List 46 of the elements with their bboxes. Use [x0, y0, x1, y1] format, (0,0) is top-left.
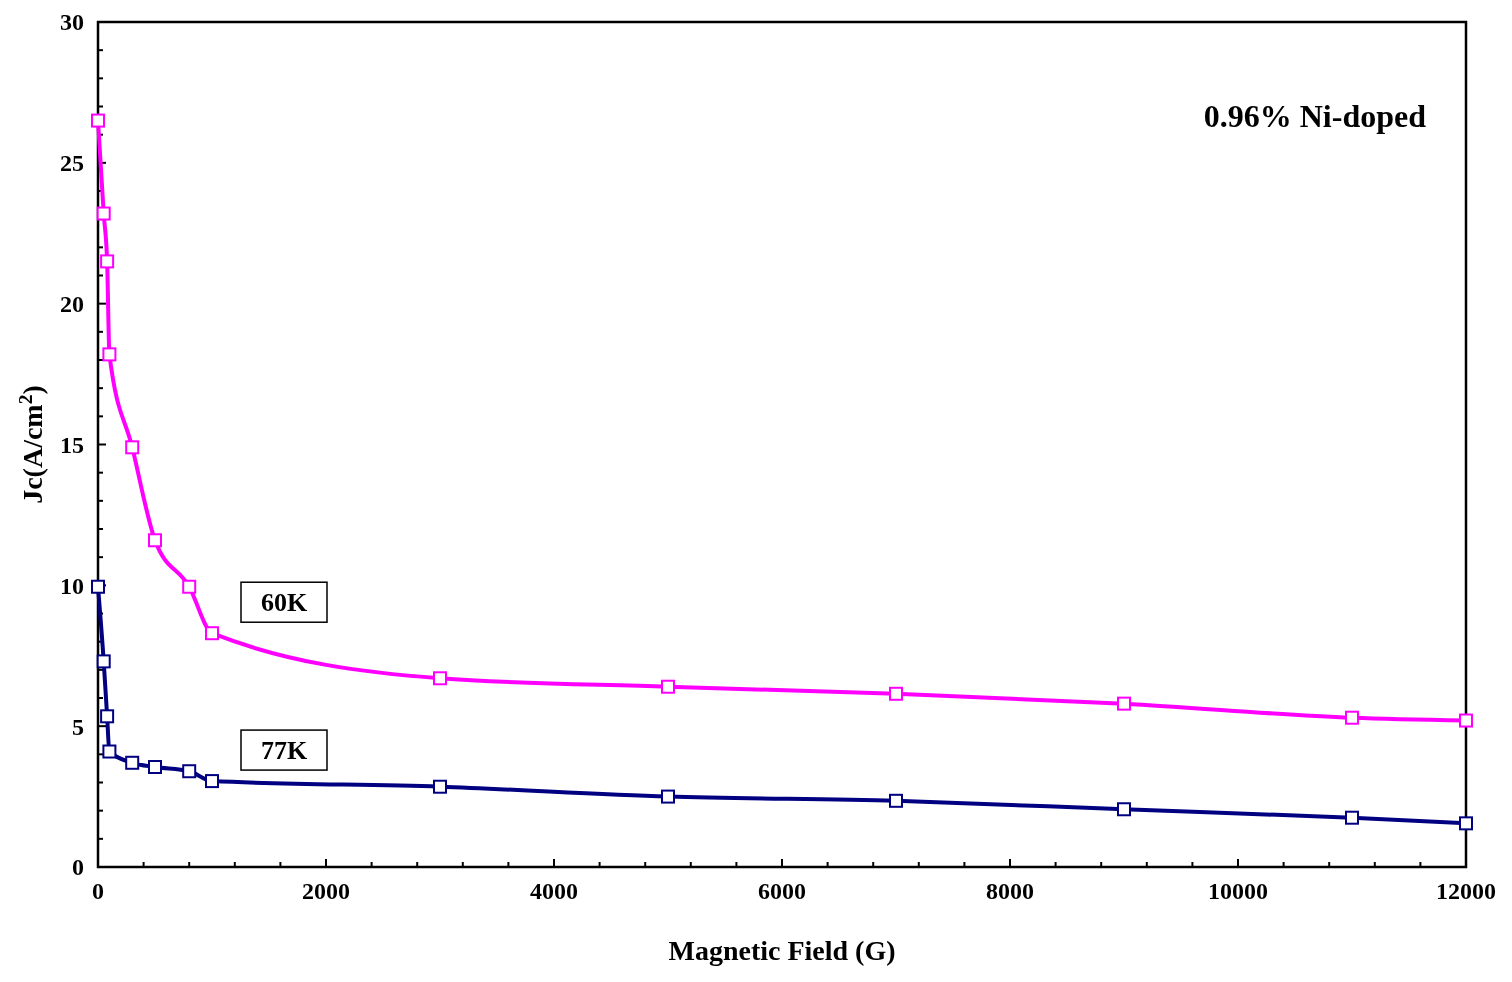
point: [1345, 710, 1359, 725]
point: [182, 764, 197, 779]
point: [1459, 816, 1473, 831]
point: [125, 755, 140, 770]
point: [661, 789, 675, 804]
point: [889, 686, 903, 701]
point: [205, 774, 219, 789]
x-tick-label: 6000: [758, 878, 806, 904]
point: [148, 760, 162, 775]
x-axis-title: Magnetic Field (G): [668, 935, 896, 966]
point: [661, 679, 675, 694]
x-tick-label: 10000: [1208, 878, 1268, 904]
y-tick-label: 20: [60, 291, 84, 318]
y-tick-label: 30: [60, 9, 84, 36]
y-tick-label: 10: [60, 572, 84, 599]
point: [125, 440, 140, 455]
x-tick-label: 0: [92, 878, 104, 904]
point: [100, 709, 115, 724]
point: [1345, 810, 1359, 825]
point: [96, 206, 111, 221]
point: [100, 254, 115, 269]
point: [102, 347, 117, 362]
point: [205, 626, 219, 641]
point: [102, 744, 117, 759]
series-label: 77K: [260, 736, 308, 766]
y-tick-label: 5: [72, 713, 84, 740]
x-tick-label: 2000: [302, 878, 350, 904]
point: [433, 671, 447, 686]
point: [91, 113, 105, 128]
point: [182, 579, 197, 594]
point: [1117, 802, 1131, 817]
point: [433, 779, 447, 794]
x-tick-label: 8000: [986, 878, 1034, 904]
y-tick-label: 0: [72, 854, 84, 881]
point: [1459, 713, 1473, 728]
annotation: 0.96% Ni-doped: [1203, 98, 1427, 134]
y-tick-label: 25: [60, 150, 84, 177]
x-tick-label: 4000: [530, 878, 578, 904]
x-tick-label: 12000: [1436, 878, 1496, 904]
series-label: 60K: [260, 588, 308, 618]
point: [148, 533, 162, 548]
point: [1117, 696, 1131, 711]
point: [889, 793, 903, 808]
y-tick-label: 15: [60, 431, 84, 458]
point: [96, 654, 111, 669]
point: [91, 579, 105, 594]
